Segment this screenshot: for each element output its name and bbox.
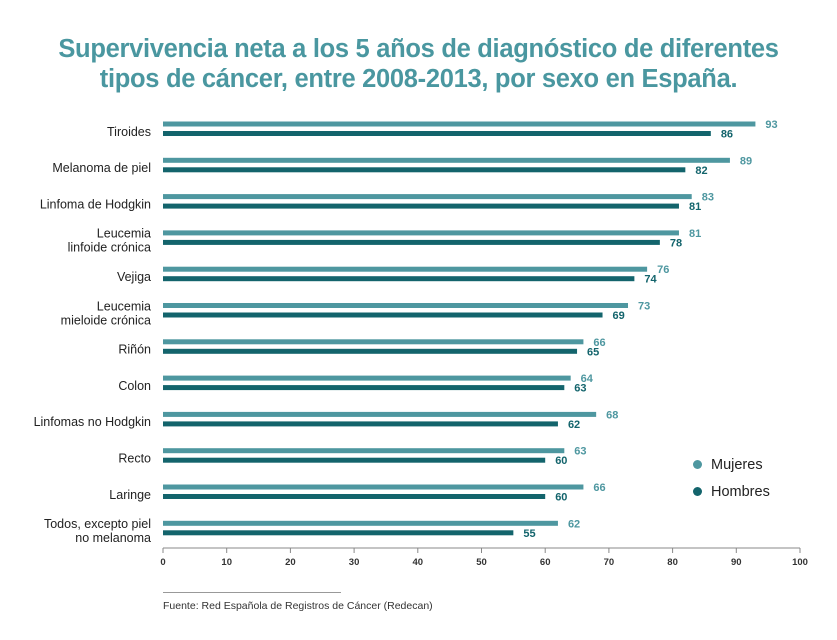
x-tick-label: 0 [160, 557, 165, 568]
bar-mujeres [163, 520, 558, 526]
legend-swatch-hombres [693, 487, 702, 496]
bar-hombres [163, 530, 514, 536]
data-label-hombres: 74 [644, 274, 657, 286]
x-tick-label: 20 [285, 557, 296, 568]
bar-mujeres [163, 375, 571, 381]
x-tick-label: 40 [413, 557, 424, 568]
data-label-mujeres: 66 [593, 482, 605, 494]
bar-hombres [163, 421, 558, 427]
data-label-mujeres: 66 [593, 337, 605, 349]
category-label: linfoide crónica [68, 241, 151, 255]
chart-title-line-1: Supervivencia neta a los 5 años de diagn… [58, 35, 779, 63]
bar-hombres [163, 457, 546, 463]
bar-mujeres [163, 121, 756, 127]
bar-mujeres [163, 484, 584, 490]
bar-hombres [163, 312, 603, 318]
legend-item-mujeres: Mujeres [693, 451, 770, 478]
data-label-hombres: 78 [670, 237, 682, 249]
category-label: Leucemia [97, 299, 151, 313]
category-label: no melanoma [75, 531, 151, 545]
data-label-mujeres: 83 [702, 192, 714, 204]
category-label: Vejiga [117, 270, 151, 284]
bar-mujeres [163, 266, 648, 272]
legend-swatch-mujeres [693, 460, 702, 469]
data-label-hombres: 82 [695, 165, 707, 177]
x-tick-label: 60 [540, 557, 551, 568]
bar-hombres [163, 167, 686, 173]
category-label: Todos, excepto piel [44, 517, 151, 531]
data-label-hombres: 63 [574, 383, 586, 395]
bar-hombres [163, 348, 578, 354]
category-label: Melanoma de piel [52, 161, 151, 175]
x-tick-label: 70 [604, 557, 615, 568]
x-tick-label: 10 [221, 557, 232, 568]
bar-mujeres [163, 411, 597, 417]
data-label-mujeres: 93 [765, 119, 777, 131]
data-label-hombres: 60 [555, 455, 567, 467]
data-label-hombres: 65 [587, 346, 599, 358]
data-label-hombres: 60 [555, 492, 567, 504]
category-label: Laringe [109, 488, 151, 502]
category-label: Colon [118, 379, 151, 393]
bar-mujeres [163, 194, 692, 200]
bar-hombres [163, 131, 711, 136]
category-label: Linfoma de Hodgkin [40, 197, 151, 211]
data-label-mujeres: 89 [740, 155, 752, 167]
data-label-hombres: 62 [568, 419, 580, 431]
x-tick-label: 90 [731, 557, 742, 568]
x-tick-label: 50 [476, 557, 487, 568]
data-label-hombres: 86 [721, 129, 733, 141]
data-label-mujeres: 63 [574, 446, 586, 458]
bar-hombres [163, 276, 635, 282]
bar-hombres [163, 203, 679, 209]
x-tick-label: 30 [349, 557, 360, 568]
x-tick-label: 80 [667, 557, 678, 568]
bar-hombres [163, 494, 546, 499]
source-note: Fuente: Red Española de Registros de Cán… [163, 600, 433, 612]
x-tick-label: 100 [792, 557, 808, 568]
category-label: Tiroides [107, 125, 151, 139]
data-label-hombres: 69 [613, 310, 625, 322]
data-label-hombres: 55 [523, 528, 535, 540]
category-label: Recto [118, 451, 151, 465]
bar-hombres [163, 239, 660, 245]
source-divider [163, 592, 341, 593]
data-label-mujeres: 68 [606, 409, 618, 421]
legend-label-hombres: Hombres [711, 483, 770, 500]
bar-mujeres [163, 230, 679, 236]
bar-mujeres [163, 303, 629, 308]
legend-label-mujeres: Mujeres [711, 456, 763, 473]
category-label: Linfomas no Hodgkin [34, 415, 151, 429]
data-label-mujeres: 81 [689, 228, 701, 240]
legend: Mujeres Hombres [693, 451, 770, 505]
chart-title: Supervivencia neta a los 5 años de diagn… [0, 34, 837, 94]
data-label-mujeres: 76 [657, 264, 669, 276]
data-label-hombres: 81 [689, 201, 701, 213]
bar-mujeres [163, 157, 730, 163]
data-label-mujeres: 64 [581, 373, 594, 385]
chart-title-line-2: tipos de cáncer, entre 2008-2013, por se… [99, 65, 738, 93]
bar-mujeres [163, 448, 565, 454]
category-label: Leucemia [97, 227, 151, 241]
category-label: Riñón [118, 343, 151, 357]
data-label-mujeres: 62 [568, 518, 580, 530]
legend-item-hombres: Hombres [693, 478, 770, 505]
bar-mujeres [163, 339, 584, 345]
category-label: mieloide crónica [61, 313, 151, 327]
data-label-mujeres: 73 [638, 301, 650, 313]
bar-hombres [163, 385, 565, 391]
